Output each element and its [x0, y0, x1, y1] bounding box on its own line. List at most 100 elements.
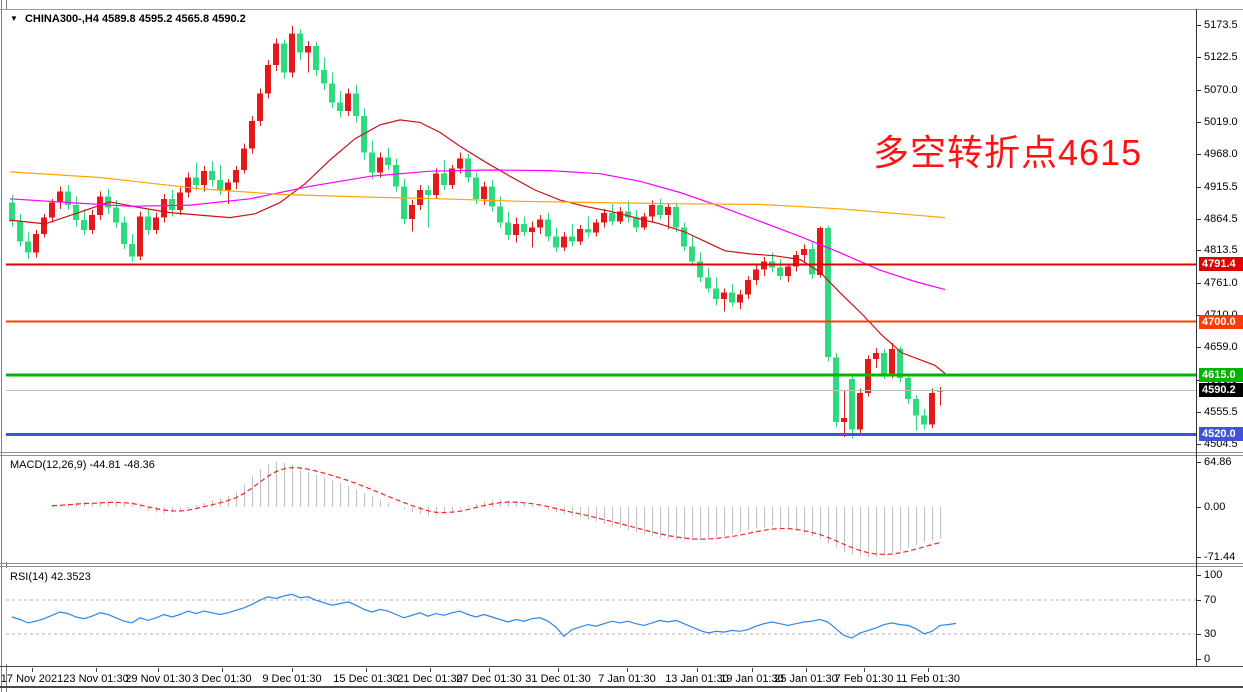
candle-body	[201, 171, 207, 185]
price-tick-label: 4915.5	[1204, 180, 1238, 193]
time-tick-mark	[32, 668, 33, 672]
price-tick-mark	[1197, 218, 1201, 220]
candle-body	[73, 205, 79, 221]
macd-tick-label: 0.00	[1204, 501, 1226, 513]
candle-body	[801, 248, 807, 256]
time-label: 31 Dec 01:30	[525, 673, 591, 685]
candle-body	[505, 222, 511, 236]
macd-panel[interactable]	[6, 456, 1197, 562]
candle-body	[305, 46, 311, 53]
rsi-panel[interactable]	[6, 568, 1197, 664]
candle-body	[377, 157, 383, 173]
symbol-dropdown-arrow[interactable]: ▼	[10, 14, 18, 23]
time-label: 17 Nov 2021	[0, 673, 64, 685]
candle-body	[657, 205, 663, 216]
candle-body	[121, 222, 127, 244]
rsi-tick-label: 70	[1204, 594, 1217, 607]
time-label: 19 Jan 01:30	[720, 673, 784, 685]
candle-body	[17, 221, 23, 242]
candle-body	[729, 292, 735, 303]
candle-body	[89, 215, 95, 231]
macd-label: MACD(12,26,9) -44.81 -48.36	[10, 459, 155, 471]
time-label: 7 Feb 01:30	[834, 673, 894, 685]
candle-body	[217, 180, 223, 190]
candle-body	[345, 93, 351, 112]
time-label: 21 Dec 01:30	[397, 673, 463, 685]
candle-body	[225, 182, 231, 190]
candle-body	[881, 352, 887, 375]
time-tick-mark	[366, 668, 367, 672]
rsi-tick-mark	[1197, 659, 1201, 660]
candle-body	[713, 288, 719, 299]
panel-divider[interactable]	[0, 563, 1243, 564]
macd-tick-mark	[1197, 507, 1201, 508]
price-tick-label: 4813.5	[1204, 244, 1238, 257]
time-axis[interactable]: 17 Nov 2021 23 Nov 01:30 29 Nov 01:30 3 Dec…	[0, 666, 1243, 692]
candle-body	[825, 228, 831, 358]
current-price-tag: 4590.2	[1199, 383, 1243, 398]
candle-body	[353, 93, 359, 117]
price-level-tag: 4615.0	[1199, 367, 1243, 382]
candle-body	[577, 228, 583, 242]
candle-body	[489, 186, 495, 207]
candle-body	[545, 219, 551, 237]
candle-body	[649, 205, 655, 217]
time-label: 15 Dec 01:30	[333, 673, 399, 685]
price-chart[interactable]	[6, 10, 1197, 455]
rsi-name: RSI(14)	[10, 571, 48, 583]
candle-body	[281, 43, 287, 73]
ma-mid-line	[9, 169, 946, 291]
price-tick-label: 5122.5	[1204, 50, 1238, 63]
panel-divider[interactable]	[0, 452, 1243, 453]
time-tick-mark	[292, 668, 293, 672]
candle-body	[585, 228, 591, 233]
price-tick-label: 5173.5	[1204, 19, 1238, 31]
candle-body	[529, 227, 535, 232]
price-tick-mark	[1197, 412, 1201, 414]
candle-body	[921, 415, 927, 425]
candle-body	[897, 349, 903, 378]
annotation-text: 多空转折点4615	[873, 132, 1143, 173]
candle-body	[145, 216, 151, 231]
price-tick-label: 4555.5	[1204, 406, 1238, 419]
price-tick-label: 5019.0	[1204, 115, 1238, 128]
candle-body	[689, 246, 695, 262]
candle-body	[641, 216, 647, 228]
candle-body	[33, 233, 39, 253]
candle-body	[65, 191, 71, 206]
candle-body	[513, 223, 519, 236]
candle-body	[137, 216, 143, 257]
candle-body	[81, 220, 87, 231]
panel-divider[interactable]	[0, 455, 1243, 456]
price-tick-mark	[1197, 283, 1201, 285]
price-tick-mark	[1197, 186, 1201, 188]
candle-body	[337, 102, 343, 112]
candle-body	[561, 236, 567, 248]
candle-body	[385, 157, 391, 165]
candle-body	[297, 33, 303, 53]
candle-body	[441, 173, 447, 185]
time-tick-mark	[222, 668, 223, 672]
ma-fast-line	[9, 119, 946, 374]
price-tick-label: 5070.0	[1204, 83, 1238, 96]
price-axis[interactable]: 5173.5 5122.5 5070.0 5019.0 4968.0 4915.5 4864…	[1197, 9, 1243, 667]
time-label: 9 Dec 01:30	[262, 673, 322, 685]
candle-body	[753, 269, 759, 281]
axis-separator	[1196, 9, 1197, 667]
time-tick-mark	[864, 668, 865, 672]
candle-body	[849, 379, 855, 430]
candle-body	[289, 33, 295, 73]
rsi-tick-mark	[1197, 600, 1201, 602]
candle-body	[497, 206, 503, 223]
price-level-tag: 4791.4	[1199, 257, 1243, 272]
candle-body	[889, 349, 895, 375]
candle-body	[569, 236, 575, 242]
candle-body	[41, 217, 47, 234]
price-tick-label: 4761.0	[1204, 277, 1238, 290]
window-bottom-border	[0, 686, 1243, 688]
ma-slow-line	[9, 171, 946, 219]
candle-body	[161, 198, 167, 218]
time-label: 29 Nov 01:30	[125, 673, 191, 685]
panel-divider[interactable]	[0, 566, 1243, 567]
candle-body	[817, 228, 823, 276]
